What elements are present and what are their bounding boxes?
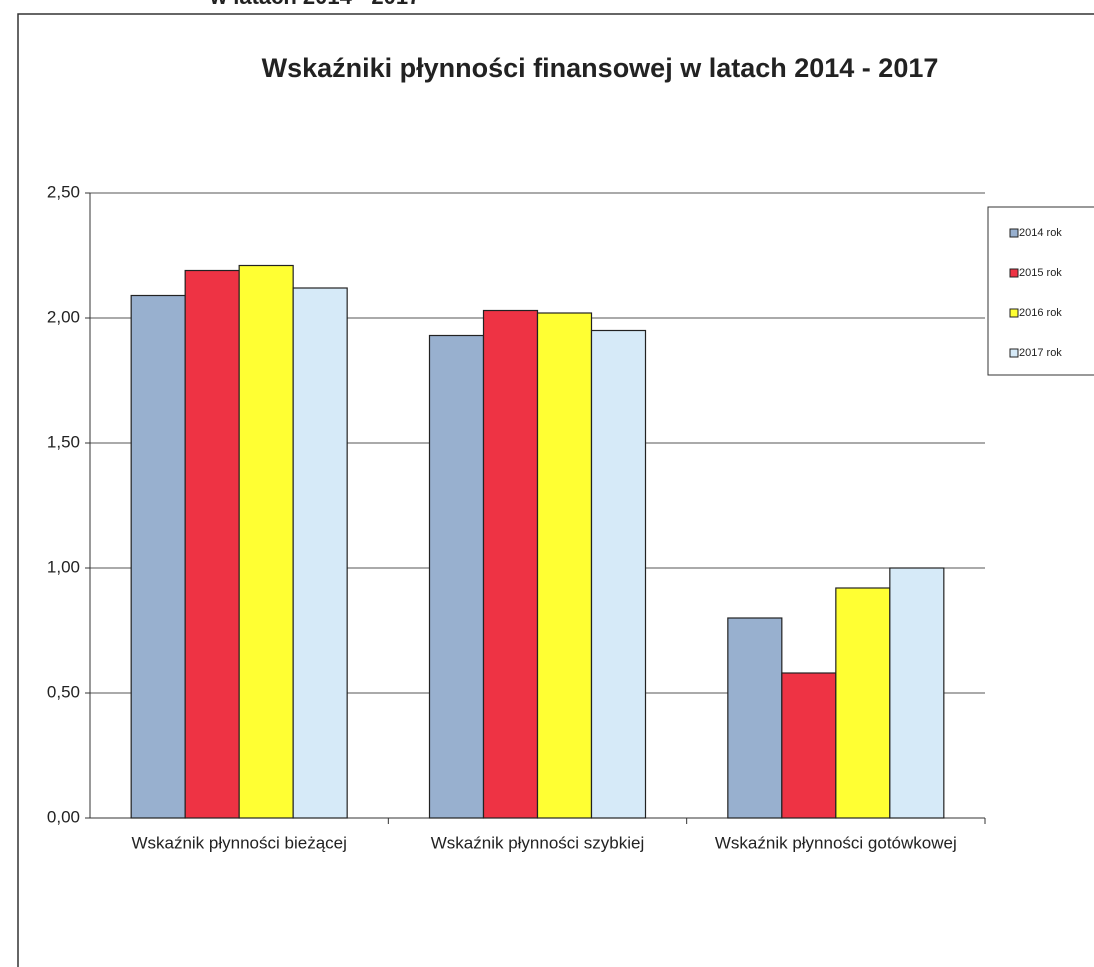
bar <box>428 334 485 819</box>
bar <box>482 309 539 819</box>
legend-swatch <box>1009 228 1019 238</box>
y-tick-label: 2,00 <box>47 307 80 326</box>
bar <box>727 617 783 819</box>
bar <box>889 567 945 819</box>
legend <box>987 206 1094 376</box>
bar <box>130 294 186 819</box>
bar <box>238 264 294 819</box>
bar <box>835 587 891 819</box>
y-tick-label: 2,50 <box>47 182 80 201</box>
x-tick-label: Wskaźnik płynności bieżącej <box>131 833 346 852</box>
y-tick-label: 1,50 <box>47 432 80 451</box>
legend-label: 2014 rok <box>1019 227 1062 239</box>
y-tick-label: 0,00 <box>47 807 80 826</box>
y-tick-label: 0,50 <box>47 682 80 701</box>
legend-label: 2016 rok <box>1019 307 1062 319</box>
chart-frame <box>17 13 1094 967</box>
legend-swatch <box>1009 268 1019 278</box>
y-tick-label: 1,00 <box>47 557 80 576</box>
chart-title: Wskaźniki płynności finansowej w latach … <box>262 53 939 83</box>
legend-swatch <box>1009 348 1019 358</box>
bar <box>292 287 348 819</box>
legend-label: 2017 rok <box>1019 347 1062 359</box>
bar <box>781 672 837 819</box>
bar <box>590 329 647 819</box>
legend-swatch <box>1009 308 1019 318</box>
page-heading: w latach 2014 - 2017 <box>209 0 420 9</box>
bar <box>184 269 240 819</box>
legend-label: 2015 rok <box>1019 267 1062 279</box>
x-tick-label: Wskaźnik płynności szybkiej <box>431 833 645 852</box>
x-tick-label: Wskaźnik płynności gotówkowej <box>715 833 957 852</box>
bar <box>536 312 593 819</box>
